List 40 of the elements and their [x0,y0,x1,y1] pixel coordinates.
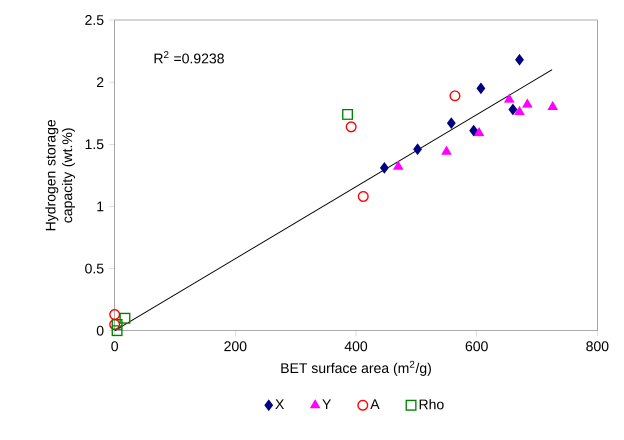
point [112,318,123,330]
x-tick-label: 800 [586,341,608,352]
point [358,190,369,202]
point [380,162,389,174]
x-tick-label: 0 [111,341,118,352]
point [447,118,456,129]
point [449,90,460,102]
x-tick-label: 600 [466,341,488,352]
legend-label: X [275,399,284,409]
point [342,108,354,120]
y-tick-label: 2 [96,77,104,88]
point [508,104,518,115]
y-tick-label: 1.5 [86,139,104,150]
y-tick-label: 2.5 [85,15,104,25]
x-axis-title: BET surface area (m$^{2}$/g) [281,360,431,376]
point [476,82,486,94]
y-axis-title: Hydrogen storage capacity (wt.%) [45,120,75,230]
x-tick-label: 200 [224,341,246,352]
point [112,325,123,336]
point [514,106,524,116]
point [393,161,404,170]
point [413,144,422,155]
legend-label: A [370,399,380,409]
point [504,94,514,103]
point [515,54,524,66]
point [346,121,357,132]
point [109,309,120,320]
point [548,102,558,110]
y-tick-label: 0 [96,326,104,336]
point [119,312,130,324]
legend-label: Y [322,399,332,409]
y-tick-label: 1 [97,202,104,212]
y-tick-label: 0.5 [85,264,104,274]
point [522,99,532,108]
point [442,146,452,155]
point [474,128,484,136]
annotation: R$^{2}$ =0.9238 [154,51,224,64]
point [469,125,478,136]
legend-label: Rho [420,399,444,410]
x-tick-label: 400 [344,341,368,352]
